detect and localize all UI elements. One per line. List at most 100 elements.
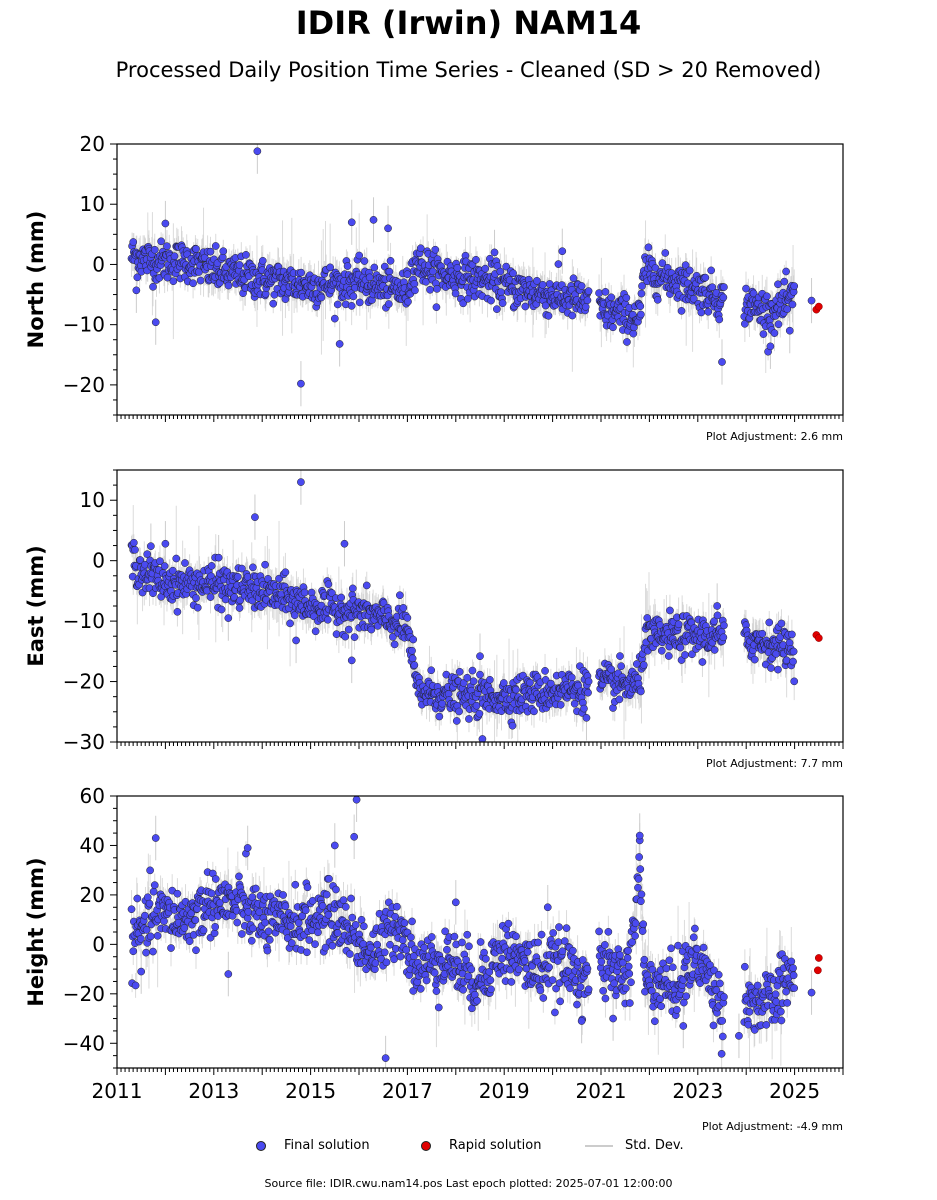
final-point [496,267,505,276]
y-tick-label: 10 [80,192,105,216]
final-point [770,329,779,337]
final-point [774,320,783,329]
final-point [452,717,461,725]
final-point [581,303,590,311]
rapid-point [814,302,823,311]
final-point [584,287,593,295]
final-point [169,277,178,286]
final-point [251,513,259,521]
final-point [558,247,567,256]
final-point [476,670,484,679]
rapid-point [814,634,823,642]
final-point [429,267,437,276]
final-point [789,647,798,656]
final-point [435,712,444,721]
final-point [347,656,356,665]
final-point [292,636,300,645]
y-axis: −20 −10 0 10 20 [63,132,117,416]
final-point [639,661,648,669]
final-point [343,262,352,270]
final-point [681,651,689,659]
final-point [355,298,364,307]
final-point [408,646,416,655]
final-point [788,630,796,639]
final-point [637,289,646,298]
final-point [704,307,713,316]
final-point [221,595,230,604]
final-point [789,657,797,666]
final-point [235,261,244,269]
final-point [249,563,257,572]
final-point [541,676,550,684]
final-point [742,284,750,293]
final-point [224,281,233,290]
final-point [637,310,645,319]
panel-1: −20 −10 0 10 20 North (mm) Plot Adjustment: 2.… [24,132,844,443]
final-point [719,633,728,642]
plot-area [127,144,823,407]
final-point [788,300,797,309]
final-point [763,292,771,301]
final-point [584,688,592,697]
final-point [326,263,335,272]
final-point [290,611,299,620]
final-point [172,554,181,563]
final-point [568,311,577,320]
final-point [638,282,646,290]
final-point [583,296,592,305]
final-point [193,603,202,612]
final-point [258,256,267,265]
final-point [580,704,588,713]
final-point [554,260,563,268]
y-tick-label: 0 [92,252,105,276]
final-point [348,584,357,593]
final-point [718,358,726,366]
final-point [360,257,369,265]
final-point [681,261,690,269]
final-point [224,614,233,622]
y-axis-label: North (mm) [24,211,48,349]
y-axis-label: East (mm) [24,545,48,666]
y-tick-label: −20 [63,373,105,397]
y-tick-label: 10 [80,488,105,512]
final-point [156,557,164,566]
final-point [758,629,767,638]
final-point [601,288,610,296]
final-point [297,379,305,388]
final-point [347,218,356,227]
final-point [497,288,505,296]
final-point [160,562,169,570]
final-point [369,216,378,224]
final-point [465,715,473,723]
final-point [710,617,718,626]
final-point [404,297,412,306]
final-point [782,267,790,276]
final-point [390,640,399,649]
final-point [498,299,507,308]
final-point [617,662,625,671]
final-point [774,665,782,674]
final-point [509,269,517,278]
final-point [409,635,418,644]
final-point [584,677,593,686]
final-point [408,654,417,663]
final-point [502,262,510,271]
final-point [777,619,786,628]
y-tick-label: −10 [63,313,105,337]
final-point [235,604,244,612]
final-point [181,559,189,567]
final-point [533,276,541,285]
final-point [623,338,631,346]
final-point [609,323,617,332]
final-point [349,292,358,301]
final-point [541,667,549,675]
final-point [651,264,660,272]
final-point [275,574,283,583]
final-point [759,330,768,338]
final-point [133,273,142,282]
final-point [740,319,749,328]
final-point [750,655,759,664]
final-point [143,550,152,558]
final-point [132,286,141,295]
